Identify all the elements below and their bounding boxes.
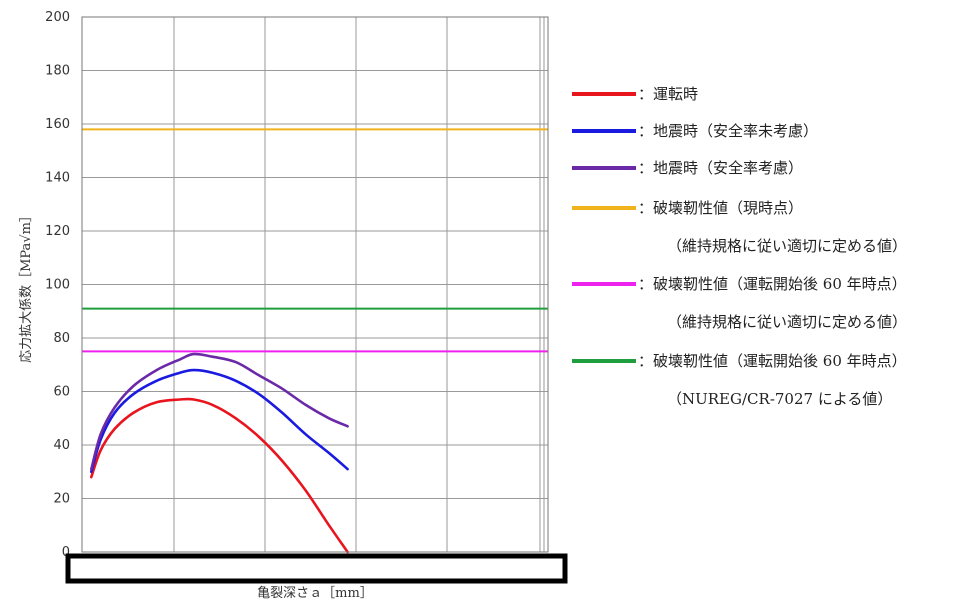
legend-label-3: ：破壊靭性値（現時点） (638, 199, 803, 217)
y-tick-label: 0 (62, 545, 70, 560)
y-tick-label: 180 (45, 64, 70, 79)
legend-label-2: ：地震時（安全率考慮） (638, 159, 803, 177)
y-tick-label: 40 (53, 438, 70, 453)
legend-sublabel-5: （NUREG/CR-7027 による値） (667, 390, 892, 408)
x-axis-redaction-box (65, 553, 568, 584)
legend-label-5: ：破壊靭性値（運転開始後 60 年時点） (638, 352, 907, 370)
series-curve-0 (90, 397, 349, 554)
y-tick-label: 160 (45, 117, 70, 132)
y-tick-label: 120 (45, 224, 70, 239)
legend-label-1: ：地震時（安全率未考慮） (638, 122, 818, 140)
legend-label-0: ：運転時 (638, 85, 698, 103)
plot-frame (81, 16, 549, 553)
axis-layer: 0 20 40 60 80 100 120 140 160 180 200 (45, 10, 549, 560)
series-layer (82, 128, 548, 554)
legend-sublabel-3: （維持規格に従い適切に定める値） (667, 237, 907, 255)
y-tick-label: 20 (53, 492, 70, 507)
x-axis-title: 亀裂深さａ［mm］ (257, 586, 373, 601)
y-tick-label: 60 (53, 385, 70, 400)
series-curve-2 (90, 352, 349, 471)
y-tick-label: 140 (45, 171, 70, 186)
grid-layer (82, 16, 548, 553)
y-tick-label: 80 (53, 331, 70, 346)
legend: ：運転時 ：地震時（安全率未考慮） ：地震時（安全率考慮） ：破壊靭性値（現時点） （維… (572, 85, 907, 408)
legend-label-4: ：破壊靭性値（運転開始後 60 年時点） (638, 275, 907, 293)
y-axis-title: 応力拡大係数［MPa√m］ (19, 209, 34, 363)
y-tick-label: 200 (45, 10, 70, 25)
legend-sublabel-4: （維持規格に従い適切に定める値） (667, 313, 907, 331)
y-tick-label: 100 (45, 278, 70, 293)
series-curve-1 (90, 368, 349, 474)
